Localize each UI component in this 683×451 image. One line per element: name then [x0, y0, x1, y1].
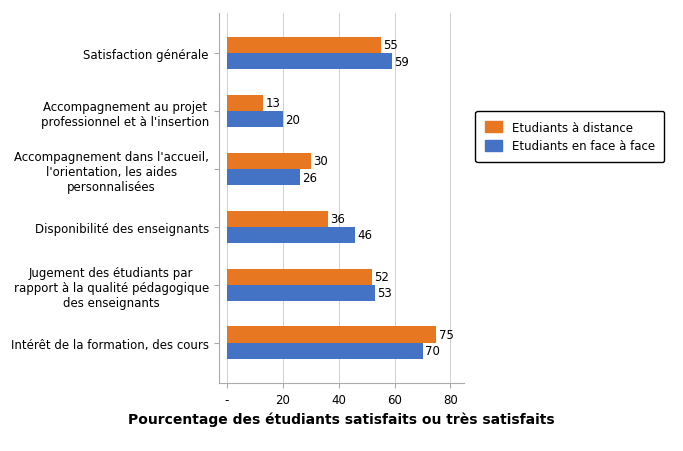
Text: 46: 46 — [358, 229, 373, 242]
Legend: Etudiants à distance, Etudiants en face à face: Etudiants à distance, Etudiants en face … — [475, 112, 665, 162]
Text: 70: 70 — [425, 345, 440, 358]
Text: 26: 26 — [302, 171, 317, 184]
Bar — [227, 285, 375, 301]
Text: 36: 36 — [330, 213, 345, 226]
Bar — [227, 170, 300, 186]
Text: 75: 75 — [438, 328, 454, 341]
Bar — [227, 96, 263, 112]
Text: 53: 53 — [377, 287, 392, 300]
Bar — [227, 112, 283, 128]
Text: 20: 20 — [285, 113, 300, 126]
Bar — [227, 327, 436, 343]
Bar — [227, 343, 423, 359]
Text: 55: 55 — [383, 39, 398, 52]
Text: 13: 13 — [266, 97, 281, 110]
Bar — [227, 38, 380, 54]
Bar — [227, 269, 372, 285]
Bar — [227, 211, 328, 227]
Bar — [227, 153, 311, 170]
Text: 59: 59 — [394, 55, 409, 69]
Bar — [227, 227, 355, 244]
Bar — [227, 54, 392, 70]
Text: 52: 52 — [374, 271, 389, 284]
X-axis label: Pourcentage des étudiants satisfaits ou très satisfaits: Pourcentage des étudiants satisfaits ou … — [128, 412, 555, 426]
Text: 30: 30 — [313, 155, 328, 168]
